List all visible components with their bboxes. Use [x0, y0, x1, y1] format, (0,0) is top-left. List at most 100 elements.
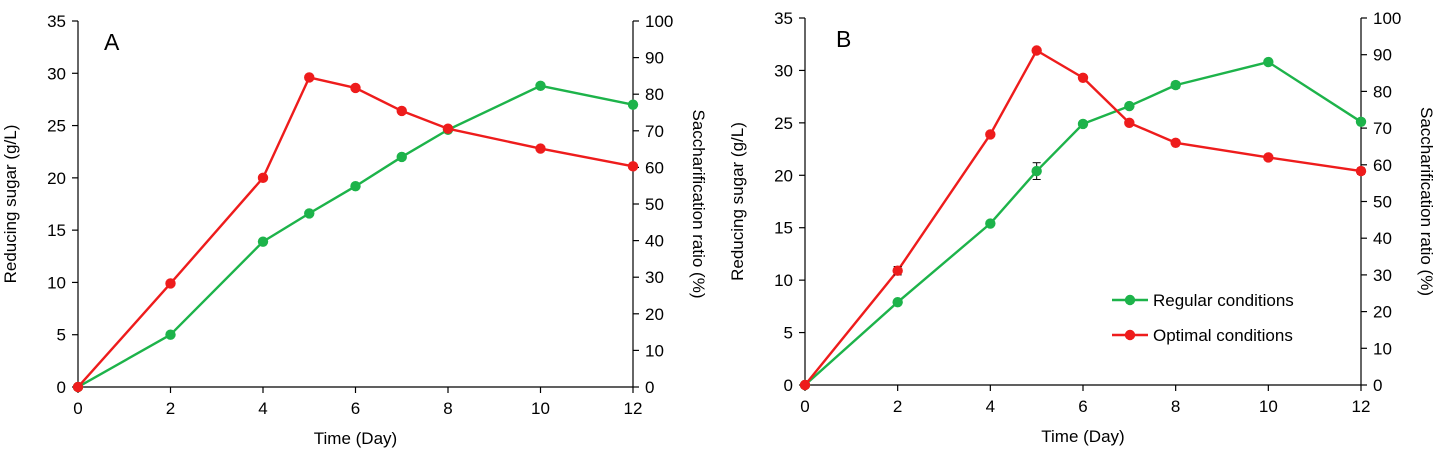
data-point: [350, 82, 361, 94]
y-tick-label: 30: [774, 61, 793, 80]
x-axis-title: Time (Day): [314, 429, 397, 448]
data-point: [1263, 56, 1274, 68]
y2-tick-label: 0: [645, 378, 654, 397]
y2-tick-label: 60: [1373, 156, 1392, 175]
y2-tick-label: 0: [1373, 376, 1382, 395]
y-tick-label: 15: [774, 219, 793, 238]
y-tick-label: 20: [774, 166, 793, 185]
y-tick-label: 35: [774, 9, 793, 28]
panel-label: A: [104, 29, 120, 55]
y2-tick-label: 20: [645, 305, 664, 324]
data-point: [304, 208, 315, 219]
x-tick-label: 10: [1259, 397, 1278, 416]
x-tick-label: 4: [258, 399, 267, 418]
y2-tick-label: 60: [645, 158, 664, 177]
data-point: [799, 379, 811, 391]
y2-tick-label: 20: [1373, 303, 1392, 322]
y-tick-label: 5: [784, 324, 793, 343]
y-tick-label: 20: [47, 169, 66, 188]
x-tick-label: 6: [1078, 397, 1087, 416]
y-tick-label: 0: [784, 376, 793, 395]
data-point: [1077, 118, 1089, 130]
panel-label: B: [836, 26, 851, 52]
x-tick-label: 8: [1171, 397, 1180, 416]
y-tick-label: 25: [774, 114, 793, 133]
x-tick-label: 8: [443, 399, 452, 418]
chart-panel-b: 0 2 4 6 8 10 120510152025303501020304050607080…: [728, 9, 1436, 446]
y-tick-label: 5: [57, 326, 66, 345]
data-point: [535, 143, 546, 154]
data-point: [396, 151, 407, 163]
x-tick-label: 10: [531, 399, 550, 418]
series-0: [72, 80, 639, 393]
y2-tick-label: 10: [645, 341, 664, 360]
data-point: [1355, 165, 1367, 177]
y-tick-label: 10: [774, 271, 793, 290]
y2-tick-label: 50: [1373, 193, 1392, 212]
y2-tick-label: 70: [1373, 119, 1392, 138]
data-point: [985, 218, 996, 229]
y2-tick-label: 40: [1373, 229, 1392, 248]
x-tick-label: 6: [351, 399, 360, 418]
legend-label: Regular conditions: [1153, 291, 1294, 310]
data-point: [1170, 137, 1181, 148]
data-point: [1124, 100, 1135, 112]
data-point: [72, 381, 84, 393]
data-point: [165, 278, 176, 289]
y2-tick-label: 40: [645, 232, 664, 251]
y-tick-label: 0: [57, 378, 66, 397]
series-1: [72, 72, 639, 393]
data-point: [165, 329, 176, 340]
y2-tick-label: 90: [1373, 46, 1392, 65]
x-tick-label: 12: [624, 399, 643, 418]
data-point: [1355, 116, 1367, 128]
data-point: [1031, 165, 1042, 177]
legend-swatch-marker: [1124, 329, 1136, 341]
data-point: [535, 80, 546, 92]
y-tick-label: 10: [47, 273, 66, 292]
y-axis-title: Reducing sugar (g/L): [1, 125, 20, 284]
data-point: [1077, 72, 1089, 83]
legend: Regular conditions Optimal conditions: [1112, 291, 1294, 345]
legend-label: Optimal conditions: [1153, 326, 1293, 345]
x-tick-label: 0: [800, 397, 809, 416]
data-point: [1170, 79, 1181, 91]
data-point: [257, 236, 269, 247]
y-axis-title: Reducing sugar (g/L): [728, 122, 747, 281]
data-point: [1124, 117, 1135, 129]
y2-tick-label: 30: [645, 268, 664, 287]
y2-tick-label: 50: [645, 195, 664, 214]
data-point: [1263, 152, 1274, 163]
y2-tick-label: 80: [1373, 82, 1392, 101]
series-1: [799, 45, 1367, 391]
y2-tick-label: 80: [645, 85, 664, 104]
y-tick-label: 30: [47, 64, 66, 83]
data-point: [396, 105, 407, 117]
data-point: [442, 123, 454, 134]
y-tick-label: 35: [47, 12, 66, 31]
y2-axis-title: Saccharification ratio (%): [689, 110, 708, 299]
y2-axis-title: Saccharification ratio (%): [1417, 107, 1436, 296]
chart-panel-a: 0 2 4 6 8 10 120510152025303501020304050607080…: [1, 12, 708, 448]
y2-tick-label: 90: [645, 49, 664, 68]
x-tick-label: 2: [166, 399, 175, 418]
data-point: [350, 181, 361, 192]
y2-tick-label: 30: [1373, 266, 1392, 285]
data-point: [892, 296, 903, 308]
series-line: [77, 84, 634, 389]
y2-tick-label: 70: [645, 122, 664, 141]
data-point: [257, 172, 269, 184]
data-point: [627, 99, 639, 110]
x-tick-label: 12: [1352, 397, 1371, 416]
data-point: [627, 161, 639, 172]
data-point: [892, 265, 903, 276]
legend-swatch-marker: [1124, 294, 1136, 306]
y2-tick-label: 100: [645, 12, 673, 31]
y-tick-label: 15: [47, 221, 66, 240]
x-tick-label: 4: [986, 397, 995, 416]
data-point: [1031, 45, 1042, 56]
y2-tick-label: 10: [1373, 339, 1392, 358]
data-point: [985, 129, 996, 140]
x-tick-label: 0: [73, 399, 82, 418]
